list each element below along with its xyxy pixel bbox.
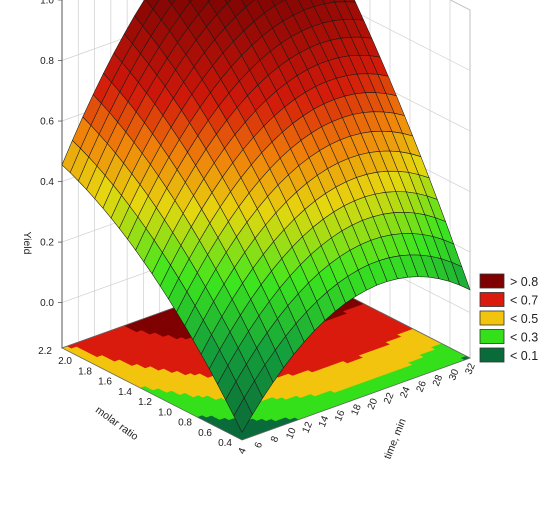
x-tick-label: 14 (317, 414, 332, 429)
x-tick-label: 32 (463, 361, 478, 376)
x-tick-label: 24 (398, 385, 413, 400)
legend-swatch (479, 273, 505, 289)
z-tick-label: 0.8 (40, 56, 54, 67)
y-axis-title: molar ratio (93, 404, 140, 443)
x-tick-label: 8 (269, 434, 281, 444)
y-tick-label: 1.0 (158, 407, 172, 418)
z-axis-title: Yield (21, 232, 33, 255)
y-tick-label: 2.2 (38, 346, 52, 357)
y-tick-label: 0.6 (198, 428, 212, 439)
y-tick-label: 2.0 (58, 356, 72, 367)
legend-label: < 0.5 (510, 312, 538, 326)
response-surface (61, 0, 471, 433)
x-tick-label: 4 (237, 446, 249, 456)
surface-patch (167, 0, 176, 5)
z-tick-label: 0.0 (40, 298, 54, 309)
x-tick-label: 22 (382, 391, 397, 406)
x-tick-label: 6 (253, 440, 265, 450)
legend: > 0.8 < 0.7 < 0.5 < 0.3 < 0.1 (479, 273, 538, 363)
z-tick-label: 0.4 (40, 177, 54, 188)
surface-patch (224, 0, 232, 4)
legend-swatch (479, 310, 505, 326)
legend-swatch (479, 329, 505, 344)
surface-patch (188, 0, 193, 3)
x-tick-label: 26 (415, 379, 430, 394)
x-tick-label: 20 (366, 397, 381, 412)
legend-label: < 0.1 (510, 349, 538, 363)
x-axis-title: time, min (382, 417, 409, 461)
z-tick-label: 0.6 (40, 117, 54, 128)
legend-swatch (479, 347, 505, 363)
legend-label: > 0.8 (510, 275, 538, 289)
y-tick-label: 0.4 (218, 438, 232, 449)
y-tick-label: 1.6 (98, 377, 112, 388)
z-tick-label: 0.2 (40, 238, 54, 249)
x-tick-label: 18 (349, 402, 364, 417)
y-tick-label: 1.2 (138, 397, 152, 408)
legend-swatch (479, 292, 505, 307)
surface-patch (233, 397, 253, 433)
y-tick-label: 1.4 (118, 387, 132, 398)
legend-label: < 0.7 (510, 294, 538, 308)
x-tick-label: 30 (447, 367, 462, 382)
x-tick-label: 28 (431, 373, 446, 388)
y-tick-label: 1.8 (78, 366, 92, 377)
x-tick-label: 12 (301, 420, 316, 435)
x-tick-label: 10 (284, 426, 299, 441)
legend-label: < 0.3 (510, 331, 538, 345)
y-tick-label: 0.8 (178, 418, 192, 429)
z-tick-label: 1.0 (40, 0, 54, 7)
x-tick-label: 16 (333, 408, 348, 423)
